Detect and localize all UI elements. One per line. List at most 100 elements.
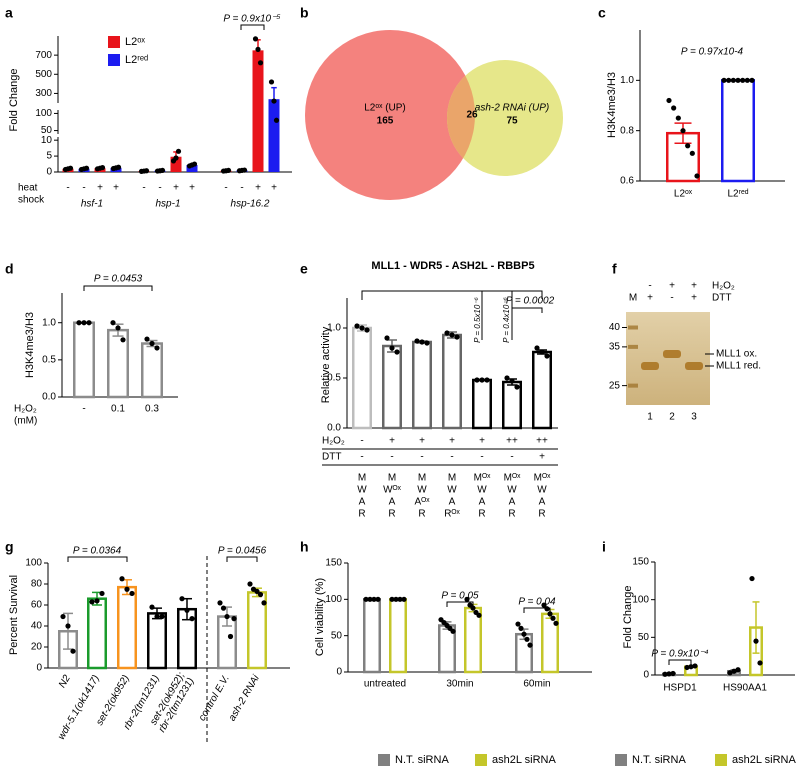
y-tick-label: 80	[31, 579, 43, 590]
heat-shock-sign: -	[66, 183, 69, 194]
heat-shock-sign: -	[158, 183, 161, 194]
y-tick-label: 0.0	[327, 423, 341, 434]
composition-label: Mᴼˣ	[504, 473, 521, 484]
data-point	[76, 320, 82, 326]
data-point	[89, 599, 95, 605]
y-tick-label: 100	[35, 108, 52, 119]
data-point	[179, 596, 185, 602]
data-point	[144, 336, 150, 342]
data-point	[726, 77, 732, 83]
lane-condition: +	[669, 281, 675, 292]
data-point	[753, 638, 759, 644]
composition-label: A	[389, 497, 396, 508]
y-tick-label: 0	[36, 663, 42, 674]
composition-label: R	[478, 509, 485, 520]
y-tick-label: 0.5	[327, 373, 341, 384]
row-value: -	[360, 452, 363, 463]
composition-label: Wᴼˣ	[383, 485, 402, 496]
composition-label: M	[418, 473, 426, 484]
y-tick-label: 500	[35, 69, 52, 80]
data-point	[692, 663, 698, 669]
x-tick-label: 30min	[446, 679, 473, 690]
data-point	[257, 591, 264, 598]
legend-label: L2ʳᵉᵈ	[125, 54, 148, 66]
lane-number: 2	[669, 412, 675, 423]
data-point	[99, 164, 106, 171]
y-tick-label: 1.0	[327, 323, 341, 334]
y-tick-label: 0	[643, 670, 649, 681]
x-tick-label: 60min	[523, 679, 550, 690]
composition-label: R	[388, 509, 395, 520]
bracket	[67, 556, 128, 562]
composition-label: A	[359, 497, 366, 508]
data-point	[727, 670, 733, 676]
data-point	[539, 349, 545, 355]
panel-letter: d	[5, 261, 14, 277]
annotation: P = 0.0364	[73, 546, 122, 557]
row-value: -	[450, 452, 453, 463]
x-axis-label: (mM)	[14, 416, 37, 427]
x-tick-label: 0.1	[111, 404, 125, 415]
data-point	[721, 77, 727, 83]
data-point	[354, 323, 360, 329]
bar	[472, 378, 492, 430]
data-point	[173, 155, 179, 161]
y-tick-label: 50	[638, 632, 650, 643]
panel-letter: f	[612, 261, 617, 277]
bar	[442, 333, 462, 430]
bar	[666, 131, 700, 183]
marker-size: 25	[609, 380, 621, 391]
y-tick-label: 50	[331, 630, 343, 641]
y-tick-label: 40	[31, 621, 43, 632]
y-axis-label: H3K4me3/H3	[606, 72, 618, 138]
x-tick-label: L2ᵒˣ	[674, 189, 693, 200]
row-label: heat	[18, 183, 38, 194]
data-point	[271, 98, 277, 104]
lane-condition: +	[647, 293, 653, 304]
data-point	[689, 150, 695, 156]
composition-label: W	[357, 485, 367, 496]
x-tick-label: untreated	[364, 679, 406, 690]
data-point	[159, 613, 165, 620]
panel-letter: a	[5, 5, 13, 21]
data-point	[231, 616, 237, 622]
y-axis-label: Percent Survival	[8, 575, 20, 655]
bracket	[446, 601, 474, 607]
data-point	[86, 320, 92, 326]
bar	[382, 344, 402, 430]
x-tick-label: -	[82, 404, 85, 415]
row-label: shock	[18, 195, 45, 206]
data-point	[367, 596, 373, 602]
legend-label: N.T. siRNA	[632, 754, 686, 766]
x-tick-label: hsf-1	[81, 199, 103, 210]
annotation: P = 0.0453	[94, 274, 143, 285]
legend-swatch	[715, 754, 727, 766]
y-tick-label: 0	[336, 667, 342, 678]
composition-label: R	[538, 509, 545, 520]
data-point	[464, 596, 470, 602]
data-point	[363, 596, 369, 602]
data-point	[524, 636, 530, 642]
heat-shock-sign: -	[240, 183, 243, 194]
y-tick-label: 100	[25, 558, 42, 569]
data-point	[217, 600, 223, 606]
y-tick-label: 10	[41, 135, 53, 146]
data-point	[189, 616, 195, 622]
composition-label: A	[539, 497, 546, 508]
panel-letter: g	[5, 539, 14, 555]
y-tick-label: 1.0	[620, 75, 634, 86]
set-count: 75	[506, 116, 518, 127]
lane-condition: +	[691, 293, 697, 304]
data-point	[541, 602, 547, 608]
panel-letter: i	[602, 539, 606, 555]
y-tick-label: 5	[46, 151, 52, 162]
data-point	[273, 117, 280, 123]
composition-label: Mᴼˣ	[474, 473, 491, 484]
data-point	[359, 325, 365, 331]
composition-label: W	[417, 485, 427, 496]
bar	[73, 321, 95, 399]
data-point	[454, 334, 460, 340]
data-point	[220, 605, 227, 611]
gel	[626, 312, 710, 405]
row-value: -	[480, 452, 483, 463]
